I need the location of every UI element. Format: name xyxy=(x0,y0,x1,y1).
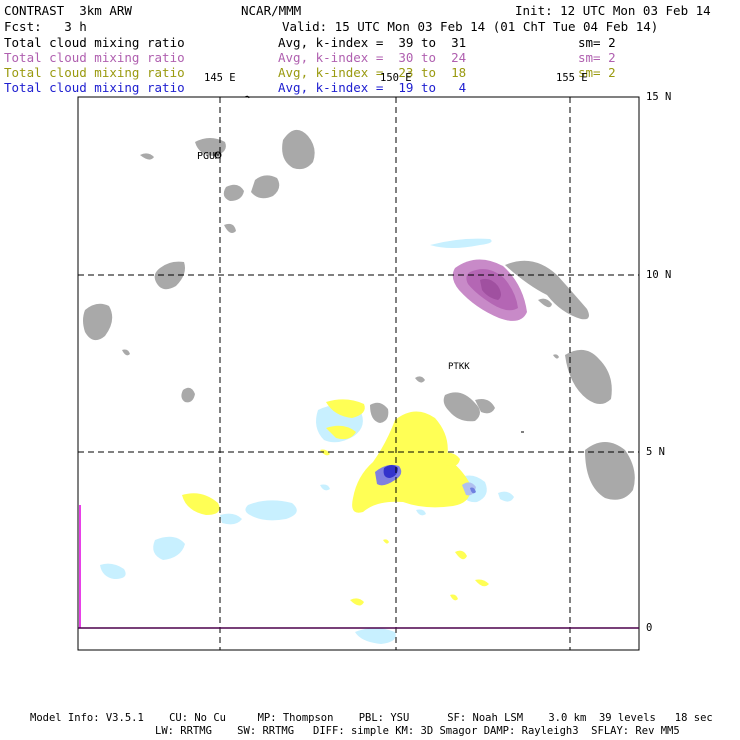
legend-label-1: Total cloud mixing ratio xyxy=(4,35,185,50)
lowest-cloud-layer xyxy=(375,464,476,496)
init-time: Init: 12 UTC Mon 03 Feb 14 xyxy=(515,3,711,18)
coast-dot xyxy=(244,95,250,99)
graticule xyxy=(78,96,639,650)
legend-stats-1: Avg, k-index = 39 to 31 xyxy=(278,35,467,50)
legend-sm-1: sm= 2 xyxy=(578,35,616,50)
high-cloud-layer xyxy=(83,129,635,500)
org-title: NCAR/MMM xyxy=(241,3,302,18)
forecast-hour: Fcst: 3 h xyxy=(4,19,87,34)
lat-label-15n: 15 N xyxy=(646,91,672,103)
station-pgum: PGUM xyxy=(197,151,222,162)
lon-label-155e: 155 E xyxy=(556,72,588,84)
lat-label-10n: 10 N xyxy=(646,269,672,281)
legend-sm-3: sm= 2 xyxy=(578,65,616,80)
legend-label-4: Total cloud mixing ratio xyxy=(4,80,185,95)
low-cloud-layer xyxy=(182,399,489,606)
legend-sm-2: sm= 2 xyxy=(578,50,616,65)
lon-label-150e: 150 E xyxy=(380,72,412,84)
legend-stats-3: Avg, k-index = 23 to 18 xyxy=(278,65,467,80)
legend-label-3: Total cloud mixing ratio xyxy=(4,65,185,80)
legend-stats-4: Avg, k-index = 19 to 4 xyxy=(278,80,467,95)
valid-time: Valid: 15 UTC Mon 03 Feb 14 (01 ChT Tue … xyxy=(282,19,659,34)
legend-stats-2: Avg, k-index = 30 to 24 xyxy=(278,50,467,65)
lat-label-0: 0 xyxy=(646,622,653,634)
legend-label-2: Total cloud mixing ratio xyxy=(4,50,185,65)
model-info-line-2: LW: RRTMG SW: RRTMG DIFF: simple KM: 3D … xyxy=(155,725,680,737)
map-frame xyxy=(77,96,640,651)
lat-label-5n: 5 N xyxy=(646,446,665,458)
model-title: CONTRAST 3km ARW xyxy=(4,3,132,18)
model-info-line-1: Model Info: V3.5.1 CU: No Cu MP: Thompso… xyxy=(30,712,713,724)
pgum-marker xyxy=(214,151,222,159)
lon-label-145e: 145 E xyxy=(204,72,236,84)
station-ptkk: PTKK xyxy=(448,362,470,372)
